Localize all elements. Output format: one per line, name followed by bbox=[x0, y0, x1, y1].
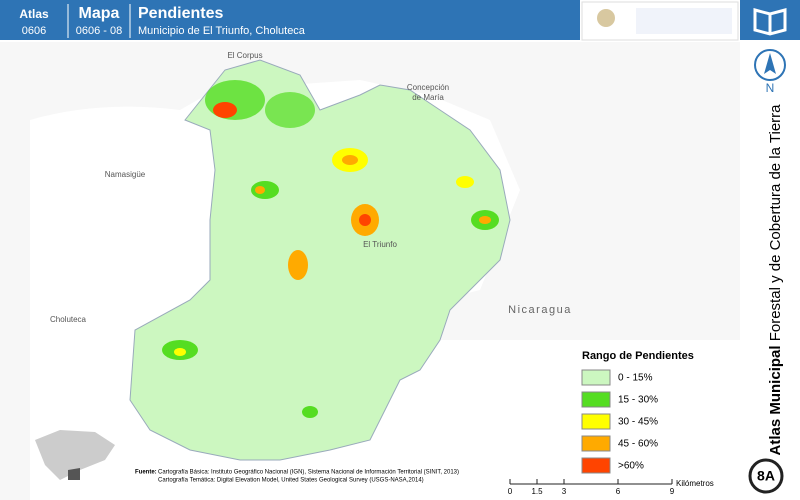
legend-label: 45 - 60% bbox=[618, 439, 658, 450]
book-icon bbox=[753, 8, 787, 36]
legend-swatch bbox=[581, 457, 611, 474]
north-arrow bbox=[764, 53, 776, 74]
legend-label: 15 - 30% bbox=[618, 395, 658, 406]
legend-label: 30 - 45% bbox=[618, 417, 658, 428]
legend-swatch bbox=[581, 369, 611, 386]
side-panel: N Atlas Municipal Forestal y de Cobertur… bbox=[748, 49, 786, 494]
atlas-code: 0606 bbox=[22, 25, 46, 37]
scale-tick-label: 3 bbox=[562, 487, 567, 496]
page-badge bbox=[748, 458, 784, 494]
scale-bar: Kilómetros 0 1.5 3 6 9 bbox=[508, 479, 714, 496]
legend-title: Rango de Pendientes bbox=[582, 350, 694, 362]
source-line: Cartografía Temática: Digital Elevation … bbox=[158, 478, 424, 484]
place-label: Choluteca bbox=[50, 315, 87, 324]
legend-swatch bbox=[581, 391, 611, 408]
legend: Rango de Pendientes 0 - 15% 15 - 30% 30 - … bbox=[581, 350, 694, 474]
atlas-label: Atlas bbox=[19, 7, 49, 21]
place-label: El Corpus bbox=[227, 51, 262, 60]
atlas-title-rest: Forestal y de Cobertura de la Tierra bbox=[767, 104, 784, 346]
map-label: Mapa bbox=[79, 5, 120, 22]
scale-tick-label: 0 bbox=[508, 487, 513, 496]
logo bbox=[597, 9, 615, 27]
atlas-title: Atlas Municipal Forestal y de Cobertura … bbox=[767, 104, 784, 456]
locator-map bbox=[35, 430, 115, 480]
page-number: 8A bbox=[757, 468, 775, 484]
scale-tick-label: 9 bbox=[670, 487, 675, 496]
logo bbox=[636, 8, 732, 34]
scale-tick-label: 1.5 bbox=[531, 487, 543, 496]
place-label: El Triunfo bbox=[363, 240, 397, 249]
legend-label: 0 - 15% bbox=[618, 373, 653, 384]
place-label: de María bbox=[412, 93, 444, 102]
header-bar bbox=[0, 0, 580, 40]
source-line: Cartografía Básica: Instituto Geográfico… bbox=[158, 470, 459, 476]
place-label: Nicaragua bbox=[508, 304, 572, 316]
legend-swatch bbox=[581, 413, 611, 430]
source: Fuente: Cartografía Básica: Instituto Ge… bbox=[135, 470, 459, 484]
map-code: 0606 - 08 bbox=[76, 25, 122, 37]
municipality bbox=[129, 59, 511, 461]
scale-tick-label: 6 bbox=[616, 487, 621, 496]
north-label: N bbox=[766, 81, 775, 95]
place-label: Namasigüe bbox=[105, 170, 146, 179]
locator-highlight bbox=[68, 468, 80, 480]
map-title: Pendientes bbox=[138, 5, 223, 22]
map-subtitle: Municipio de El Triunfo, Choluteca bbox=[138, 25, 306, 37]
source-label: Fuente: bbox=[135, 470, 157, 476]
legend-swatch bbox=[581, 435, 611, 452]
legend-label: >60% bbox=[618, 461, 644, 472]
atlas-title-bold: Atlas Municipal bbox=[767, 345, 784, 455]
place-label: Concepción bbox=[407, 83, 449, 92]
slope-patches bbox=[162, 80, 499, 418]
scale-unit: Kilómetros bbox=[676, 479, 714, 488]
